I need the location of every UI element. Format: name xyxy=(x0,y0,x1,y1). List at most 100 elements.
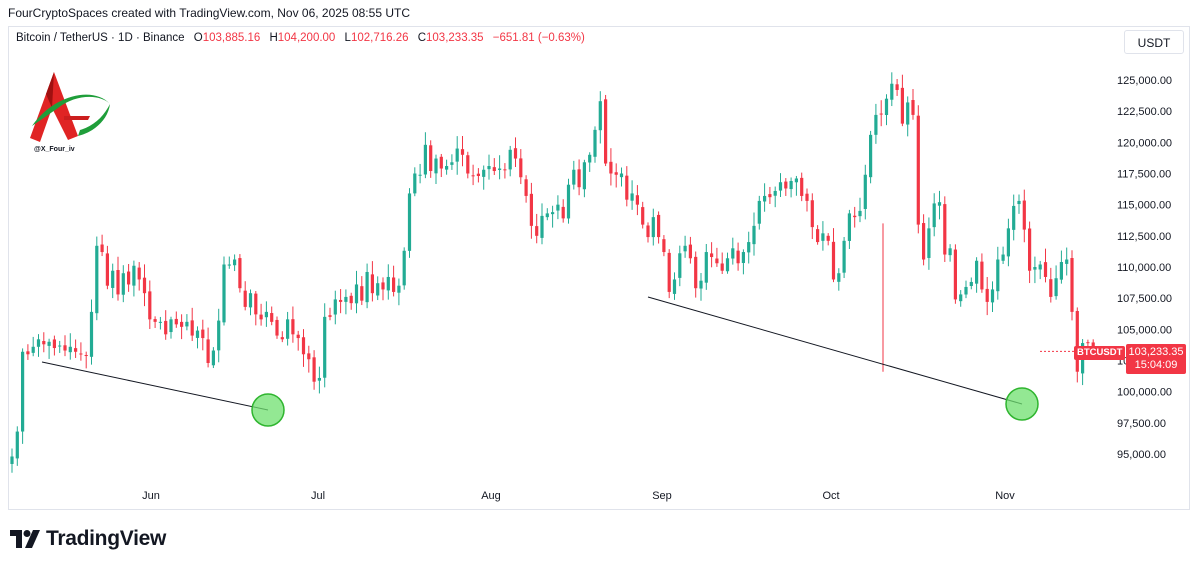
candle-body xyxy=(858,210,862,217)
candle-body xyxy=(890,83,894,100)
candle-body xyxy=(132,265,136,286)
candle-body xyxy=(248,293,253,308)
candle-body xyxy=(922,223,926,260)
candle-body xyxy=(1054,278,1058,297)
candle-body xyxy=(651,217,655,238)
candle-body xyxy=(853,215,857,218)
candle-body xyxy=(74,348,78,352)
candle-body xyxy=(863,174,867,209)
candle-body xyxy=(699,280,703,289)
chart-frame xyxy=(8,26,1190,510)
candle-body xyxy=(58,345,62,347)
candle-body xyxy=(816,229,820,243)
symbol-price-tag: BTCUSDT xyxy=(1074,346,1126,360)
candle-body xyxy=(1049,279,1053,297)
candle-body xyxy=(423,144,427,175)
candle-body xyxy=(715,258,719,264)
candle-body xyxy=(1028,228,1032,271)
candle-body xyxy=(397,285,401,293)
candle-body xyxy=(1038,264,1042,270)
candle-body xyxy=(916,115,920,225)
candle-body xyxy=(63,345,67,351)
candle-body xyxy=(577,169,581,188)
candle-body xyxy=(975,260,979,284)
candle-body xyxy=(476,173,480,176)
symbol-label[interactable]: Bitcoin / TetherUS · 1D · Binance xyxy=(16,32,185,44)
x-axis-tick-label: Nov xyxy=(995,490,1015,502)
brand-name: TradingView xyxy=(46,527,167,550)
candle-body xyxy=(768,194,772,198)
candle-body xyxy=(906,102,910,125)
candle-body xyxy=(190,320,194,336)
support-circle-jun xyxy=(251,393,285,427)
candle-body xyxy=(402,250,406,286)
y-axis-tick-label: 110,000.00 xyxy=(1117,262,1171,274)
candle-body xyxy=(794,178,798,183)
logo-handle: @X_Four_iv xyxy=(34,146,75,153)
bar-countdown: 15:04:09 xyxy=(1134,359,1178,371)
candle-body xyxy=(1086,342,1090,344)
candle-body xyxy=(169,319,173,333)
candle-body xyxy=(79,353,83,355)
candle-body xyxy=(657,214,661,238)
candle-body xyxy=(773,190,777,196)
candle-body xyxy=(360,286,364,301)
candle-body xyxy=(508,149,512,170)
y-axis-tick-label: 122,500.00 xyxy=(1117,106,1172,118)
candle-body xyxy=(105,253,109,286)
candle-body xyxy=(757,200,761,224)
low-label: L xyxy=(344,32,351,44)
last-price-tag: 103,233.35 15:04:09 xyxy=(1126,344,1186,374)
candle-body xyxy=(206,339,210,363)
candle-body xyxy=(254,293,258,315)
candle-body xyxy=(513,148,518,159)
candle-body xyxy=(683,245,687,252)
candle-body xyxy=(195,330,200,338)
candle-body xyxy=(333,299,337,315)
x-axis-tick-label: Jul xyxy=(311,490,325,502)
candle-body xyxy=(418,174,422,176)
candle-body xyxy=(121,273,125,295)
x-axis-tick-label: Oct xyxy=(822,490,839,502)
candle-body xyxy=(286,319,290,339)
tradingview-brand[interactable]: TradingView xyxy=(10,527,166,551)
candle-body xyxy=(296,334,300,339)
candle-body xyxy=(869,134,873,178)
candle-body xyxy=(646,225,650,238)
last-price: 103,233.35 xyxy=(1128,346,1184,358)
candle-body xyxy=(561,206,565,219)
candle-body xyxy=(142,277,147,294)
candle-body xyxy=(704,252,708,283)
candle-body xyxy=(551,212,555,215)
candle-body xyxy=(821,233,825,241)
candle-body xyxy=(784,181,788,189)
candle-body xyxy=(328,315,332,317)
candle-body xyxy=(455,148,459,162)
candle-body xyxy=(471,175,475,177)
candle-body xyxy=(932,203,936,228)
candle-body xyxy=(323,316,327,378)
candle-body xyxy=(439,156,443,169)
candle-body xyxy=(243,290,247,307)
candle-body xyxy=(1033,267,1037,270)
y-axis-tick-label: 112,500.00 xyxy=(1117,231,1171,243)
candle-body xyxy=(540,215,544,238)
candle-body xyxy=(641,207,645,225)
candle-body xyxy=(312,357,316,382)
candle-body xyxy=(937,202,942,206)
x-axis-tick-label: Sep xyxy=(652,490,672,502)
trendline-left xyxy=(41,361,269,411)
candle-body xyxy=(1012,205,1016,230)
candle-body xyxy=(980,261,984,290)
candle-body xyxy=(884,98,889,116)
high-value: 104,200.00 xyxy=(277,32,336,44)
currency-selector[interactable]: USDT xyxy=(1124,30,1184,54)
candle-body xyxy=(752,225,756,245)
candle-body xyxy=(943,204,947,255)
candle-body xyxy=(747,242,751,253)
candle-body xyxy=(672,279,677,294)
candle-body xyxy=(148,291,152,320)
candle-body xyxy=(259,314,263,320)
candle-body xyxy=(874,114,878,135)
